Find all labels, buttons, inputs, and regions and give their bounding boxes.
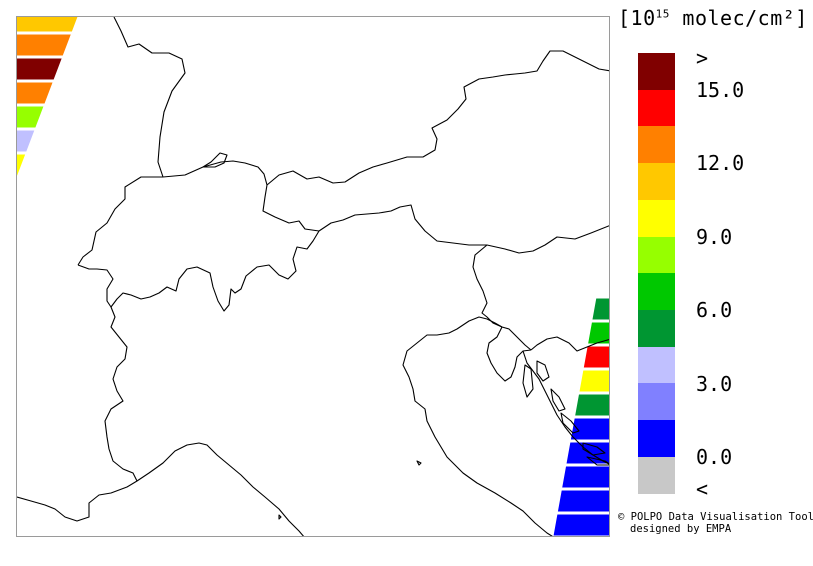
swath-pixel: [584, 319, 609, 347]
swath-pixel: [17, 79, 57, 107]
color-swatch: [638, 383, 675, 421]
scale-label: <: [696, 477, 709, 501]
scale-label: 15.0: [696, 78, 745, 102]
island-cres: [522, 364, 534, 398]
color-swatch: [638, 236, 675, 274]
swath-pixel: [17, 31, 76, 59]
scale-label: >: [696, 46, 709, 70]
swath-pixel: [17, 151, 30, 179]
island-small-2: [416, 460, 422, 466]
credits-line-1: © POLPO Data Visualisation Tool: [618, 511, 813, 523]
swath-pixel: [588, 295, 609, 323]
island-small-1: [278, 514, 282, 520]
map-panel: [16, 16, 610, 537]
swath-pixel: [17, 17, 81, 35]
lake-constance: [202, 152, 228, 168]
color-swatch: [638, 163, 675, 201]
color-swatch: [638, 346, 675, 384]
color-swatch: [638, 420, 675, 457]
island-dugi: [560, 412, 580, 434]
borders-coastlines: [17, 17, 609, 536]
credits: © POLPO Data Visualisation Tool designed…: [618, 511, 813, 535]
color-swatch: [638, 53, 675, 90]
border-switzerland-austria: [262, 184, 320, 232]
coastline-istria: [486, 326, 532, 382]
border-germany-austria: [266, 50, 609, 186]
legend-title: [1015 molec/cm²]: [618, 6, 808, 30]
color-swatch: [638, 126, 675, 164]
coastline-liguria: [136, 442, 305, 536]
satellite-swaths: [17, 17, 609, 536]
swath-pixel: [580, 343, 609, 371]
coastline-italy-adriatic: [402, 316, 553, 536]
swath-pixel: [567, 415, 609, 443]
color-swatch: [638, 273, 675, 311]
scale-label: 6.0: [696, 298, 733, 322]
legend: [1015 molec/cm²] >15.0 12.0 9.0 6.0 3.0 0.0 <: [612, 0, 813, 566]
swath-pixel: [17, 55, 66, 83]
border-italy-slovenia: [472, 244, 532, 351]
border-italy-switzerland: [77, 230, 320, 312]
color-swatch: [638, 309, 675, 347]
swath-pixel: [550, 511, 609, 536]
swath-pixel: [17, 103, 48, 131]
color-swatch: [638, 89, 675, 127]
border-slovenia-croatia: [530, 336, 609, 352]
border-italy-france: [17, 306, 138, 522]
island-krk: [536, 360, 550, 382]
credits-line-2: designed by EMPA: [630, 523, 732, 535]
border-austria-italy: [318, 204, 609, 254]
color-swatch: [638, 199, 675, 237]
scale-label: 0.0: [696, 445, 733, 469]
scale-label: 3.0: [696, 372, 733, 396]
swath-pixel: [17, 127, 39, 155]
border-germany-switzerland: [162, 160, 268, 186]
swath-pixel: [575, 367, 609, 395]
color-swatch: [638, 456, 675, 494]
border-france-germany: [113, 17, 186, 178]
swath-pixel: [571, 391, 609, 419]
border-switzerland-north: [77, 176, 163, 266]
island-brac: [582, 442, 606, 456]
swath-pixel: [558, 463, 609, 491]
swath-pixel: [554, 487, 609, 515]
scale-label: 12.0: [696, 151, 745, 175]
island-hvar: [586, 456, 609, 466]
map-canvas: [17, 17, 609, 536]
scale-label: 9.0: [696, 225, 733, 249]
island-pag: [550, 388, 566, 412]
